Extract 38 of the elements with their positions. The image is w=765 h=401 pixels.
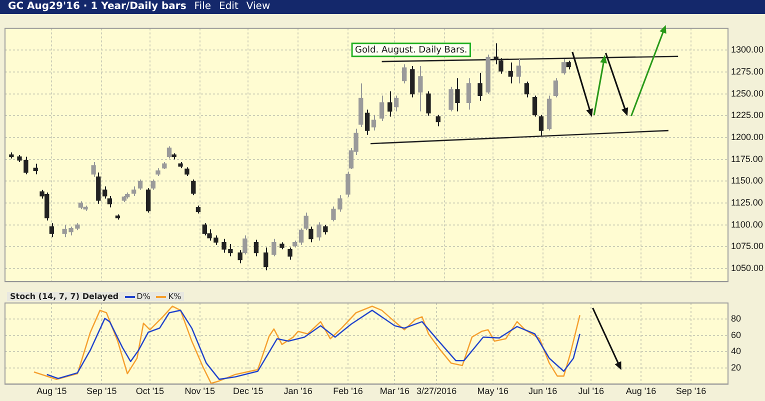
- x-tick-label: Aug '16: [626, 386, 656, 396]
- y-tick-label: 1050.00: [731, 262, 764, 273]
- candlestick: [280, 242, 284, 250]
- x-tick-label: Dec '15: [233, 386, 264, 396]
- y-tick-label: 1125.00: [731, 198, 763, 208]
- y-tick-label: 40: [731, 346, 742, 356]
- legend-label: D%: [136, 292, 150, 301]
- y-tick-label: 1225.00: [731, 110, 764, 120]
- x-tick-label: Feb '16: [333, 386, 363, 396]
- y-tick-label: 1100.00: [731, 219, 763, 230]
- y-tick-label: 1075.00: [731, 241, 764, 252]
- x-tick-label: Jan '16: [284, 386, 312, 396]
- y-tick-label: 1250.00: [731, 88, 764, 98]
- y-tick-label: 1300.00: [731, 44, 764, 55]
- y-tick-label: 1175.00: [731, 154, 763, 164]
- text: View: [246, 1, 270, 12]
- text: File: [194, 1, 212, 12]
- x-tick-label: Oct '15: [136, 386, 164, 396]
- x-tick-label: Sep '16: [676, 386, 706, 396]
- legend-label: K%: [168, 292, 182, 301]
- y-tick-label: 1150.00: [731, 176, 763, 186]
- x-tick-label: Sep '15: [86, 386, 117, 396]
- y-tick-label: 80: [731, 314, 742, 324]
- y-tick-label: 20: [731, 362, 742, 372]
- annotation: Gold. August. Daily Bars.: [355, 46, 468, 56]
- y-tick-label: 1275.00: [731, 66, 764, 77]
- x-tick-label: 3/27/2016: [416, 386, 457, 396]
- chart-title: GC Aug29'16 · 1 Year/Daily bars: [8, 1, 186, 12]
- x-tick-label: Aug '15: [36, 386, 67, 396]
- x-tick-label: Jul '16: [578, 386, 604, 396]
- y-tick-label: 1200.00: [731, 132, 764, 142]
- legend-title: Stoch (14, 7, 7) Delayed: [10, 292, 119, 301]
- text: Edit: [219, 1, 238, 12]
- x-tick-label: Nov '15: [184, 386, 215, 396]
- y-tick-label: 60: [731, 330, 742, 340]
- x-tick-label: Jun '16: [528, 386, 558, 396]
- x-tick-label: Mar '16: [380, 386, 410, 396]
- x-tick-label: May '16: [477, 386, 509, 396]
